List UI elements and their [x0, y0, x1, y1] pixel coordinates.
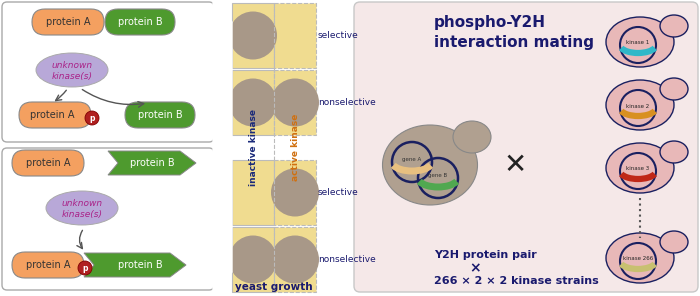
- Text: protein A: protein A: [26, 158, 70, 168]
- Text: selective: selective: [318, 31, 358, 40]
- Text: ×: ×: [469, 261, 481, 275]
- FancyBboxPatch shape: [354, 2, 698, 292]
- Ellipse shape: [660, 15, 688, 37]
- Text: kinase(s): kinase(s): [52, 72, 92, 81]
- FancyBboxPatch shape: [125, 102, 195, 128]
- Text: protein B: protein B: [118, 17, 162, 27]
- Text: p: p: [90, 114, 95, 123]
- Ellipse shape: [660, 78, 688, 100]
- Circle shape: [229, 12, 277, 59]
- Ellipse shape: [660, 141, 688, 163]
- FancyBboxPatch shape: [12, 150, 84, 176]
- Text: yeast growth: yeast growth: [235, 282, 313, 292]
- Bar: [232, 3, 274, 68]
- Text: kinase(s): kinase(s): [62, 210, 102, 218]
- Text: Y2H protein pair: Y2H protein pair: [434, 250, 537, 260]
- Text: phospho-Y2H: phospho-Y2H: [434, 15, 546, 30]
- Text: kinase 3: kinase 3: [626, 166, 650, 171]
- Bar: [232, 70, 274, 135]
- Text: protein B: protein B: [118, 260, 162, 270]
- Bar: [232, 160, 274, 225]
- Polygon shape: [108, 151, 196, 175]
- Text: ✕: ✕: [503, 151, 526, 179]
- FancyBboxPatch shape: [32, 9, 104, 35]
- Circle shape: [78, 261, 92, 275]
- FancyBboxPatch shape: [2, 148, 214, 290]
- Text: unknown: unknown: [62, 200, 103, 208]
- Polygon shape: [84, 253, 186, 277]
- Text: unknown: unknown: [51, 62, 92, 70]
- Text: kinase 2: kinase 2: [626, 104, 650, 109]
- Ellipse shape: [606, 233, 674, 283]
- Ellipse shape: [453, 121, 491, 153]
- Text: p: p: [83, 264, 88, 273]
- Text: active kinase: active kinase: [290, 114, 300, 181]
- Bar: [274, 227, 316, 292]
- Ellipse shape: [606, 17, 674, 67]
- Text: protein A: protein A: [29, 110, 74, 120]
- Bar: [274, 70, 316, 135]
- FancyBboxPatch shape: [105, 9, 175, 35]
- Ellipse shape: [382, 125, 477, 205]
- Text: gene B: gene B: [428, 173, 447, 178]
- Text: kinase 1: kinase 1: [626, 41, 650, 46]
- Text: protein B: protein B: [130, 158, 174, 168]
- Circle shape: [271, 78, 319, 126]
- Circle shape: [229, 78, 277, 126]
- Text: protein B: protein B: [138, 110, 182, 120]
- Text: interaction mating: interaction mating: [434, 35, 594, 49]
- Text: inactive kinase: inactive kinase: [248, 109, 258, 186]
- FancyBboxPatch shape: [2, 2, 214, 142]
- Text: 266 × 2 × 2 kinase strains: 266 × 2 × 2 kinase strains: [434, 276, 598, 286]
- Text: gene A: gene A: [402, 157, 421, 163]
- Bar: [274, 3, 316, 68]
- Ellipse shape: [660, 231, 688, 253]
- Text: protein A: protein A: [46, 17, 90, 27]
- Circle shape: [271, 168, 319, 216]
- FancyBboxPatch shape: [19, 102, 91, 128]
- Bar: [232, 227, 274, 292]
- Polygon shape: [213, 2, 232, 292]
- Circle shape: [271, 236, 319, 284]
- Ellipse shape: [606, 80, 674, 130]
- Circle shape: [85, 111, 99, 125]
- Text: protein A: protein A: [26, 260, 70, 270]
- Ellipse shape: [36, 53, 108, 87]
- Bar: [274, 160, 316, 225]
- Text: selective: selective: [318, 188, 358, 197]
- Text: nonselective: nonselective: [318, 255, 376, 264]
- Ellipse shape: [606, 143, 674, 193]
- Text: kinase 266: kinase 266: [623, 257, 653, 261]
- Ellipse shape: [46, 191, 118, 225]
- Text: nonselective: nonselective: [318, 98, 376, 107]
- FancyBboxPatch shape: [12, 252, 84, 278]
- Circle shape: [229, 236, 277, 284]
